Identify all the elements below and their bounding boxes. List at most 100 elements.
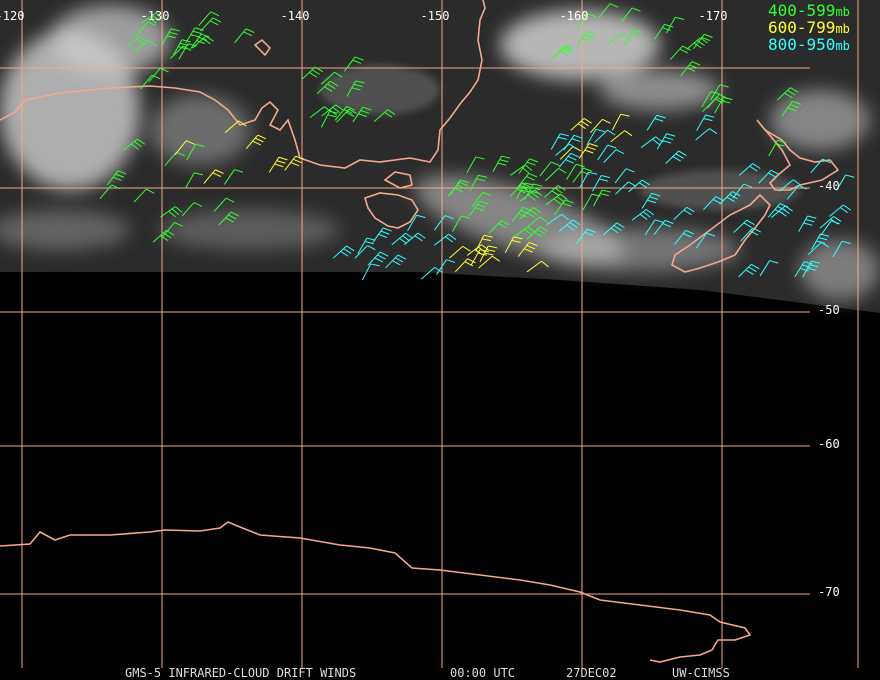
wind-barb xyxy=(552,44,574,59)
wind-barb xyxy=(125,36,147,50)
wind-barb xyxy=(510,164,533,176)
barb-feather xyxy=(254,137,264,143)
barb-feather xyxy=(457,184,466,190)
barb-feather xyxy=(209,20,219,26)
wind-barb xyxy=(517,241,538,257)
barb-feather xyxy=(792,100,802,105)
barb-shaft xyxy=(245,134,259,150)
longitude-label: -140 xyxy=(281,9,310,23)
wind-barb xyxy=(447,181,469,197)
barb-feather xyxy=(562,202,572,207)
barb-shaft xyxy=(526,226,541,240)
barb-feather xyxy=(334,71,343,78)
wind-barb xyxy=(135,21,157,36)
wind-barb xyxy=(615,181,637,195)
wind-barb xyxy=(517,172,538,188)
barb-feather xyxy=(639,213,648,221)
barb-shaft xyxy=(346,80,357,97)
wind-barb xyxy=(471,191,492,208)
wind-barb xyxy=(186,143,205,161)
coastlines xyxy=(0,0,840,663)
barb-shaft xyxy=(178,43,189,60)
barb-shaft xyxy=(192,35,207,49)
barb-feather xyxy=(809,264,819,268)
barb-feather xyxy=(719,84,729,88)
barb-feather xyxy=(557,185,566,191)
barb-feather xyxy=(599,178,609,182)
barb-shaft xyxy=(665,150,680,164)
barb-shaft xyxy=(268,156,280,173)
barb-feather xyxy=(559,193,568,200)
barb-shaft xyxy=(518,158,530,174)
barb-shaft xyxy=(794,261,805,278)
barb-feather xyxy=(533,183,543,187)
barb-feather xyxy=(601,189,611,193)
wind-barb xyxy=(513,226,536,239)
barb-feather xyxy=(327,114,337,118)
barb-feather xyxy=(168,210,176,218)
barb-feather xyxy=(166,35,176,39)
barb-feather xyxy=(343,109,353,114)
barb-feather xyxy=(624,130,633,137)
wind-barb xyxy=(140,12,164,24)
barb-shaft xyxy=(140,12,156,24)
barb-feather xyxy=(685,229,695,235)
wind-barb xyxy=(802,260,821,278)
barb-shaft xyxy=(447,181,461,197)
wind-barb xyxy=(703,196,725,210)
barb-feather xyxy=(417,232,426,239)
barb-feather xyxy=(351,87,361,91)
barb-shaft xyxy=(811,233,821,250)
barb-shaft xyxy=(471,192,484,208)
barb-shaft xyxy=(732,183,745,199)
wind-barb xyxy=(593,189,611,207)
barb-feather xyxy=(567,155,577,161)
barb-feather xyxy=(625,168,635,173)
barb-feather xyxy=(399,237,408,244)
wind-barb xyxy=(106,170,127,186)
barb-feather xyxy=(541,260,549,268)
barb-shaft xyxy=(451,215,462,232)
barb-shaft xyxy=(478,255,493,269)
barb-shaft xyxy=(519,207,534,220)
barb-feather xyxy=(335,104,344,111)
barb-shaft xyxy=(703,196,717,210)
barb-feather xyxy=(522,182,531,188)
barb-shaft xyxy=(836,174,847,191)
wind-barb xyxy=(781,100,802,117)
barb-feather xyxy=(526,161,536,166)
barb-shaft xyxy=(777,87,791,101)
barb-feather xyxy=(446,259,456,263)
barb-feather xyxy=(701,37,711,42)
barb-feather xyxy=(448,233,457,240)
wind-barb xyxy=(162,222,183,237)
barb-feather xyxy=(475,156,485,160)
barb-feather xyxy=(790,87,799,93)
barb-shaft xyxy=(759,260,771,277)
barb-feather xyxy=(749,165,758,172)
barb-shaft xyxy=(466,156,477,173)
barb-shaft xyxy=(373,109,388,122)
barb-feather xyxy=(228,214,237,220)
wind-barb xyxy=(575,228,596,244)
barb-shaft xyxy=(164,151,177,166)
wind-barb xyxy=(160,206,183,218)
barb-shaft xyxy=(213,197,227,212)
wind-barb xyxy=(644,219,664,236)
barb-feather xyxy=(497,162,507,166)
barb-feather xyxy=(583,118,592,124)
wind-barb xyxy=(373,109,396,122)
barb-shaft xyxy=(334,106,348,121)
wind-barb xyxy=(566,163,585,180)
barb-shaft xyxy=(566,163,577,180)
wind-barb xyxy=(161,28,180,45)
barb-feather xyxy=(479,200,489,205)
barb-shaft xyxy=(572,167,585,183)
barb-shaft xyxy=(570,118,585,131)
barb-shaft xyxy=(693,33,705,50)
barb-shaft xyxy=(218,211,232,226)
barb-feather xyxy=(551,190,560,197)
barb-feather xyxy=(434,266,443,273)
wind-barb xyxy=(628,179,651,193)
barb-shaft xyxy=(829,204,844,217)
